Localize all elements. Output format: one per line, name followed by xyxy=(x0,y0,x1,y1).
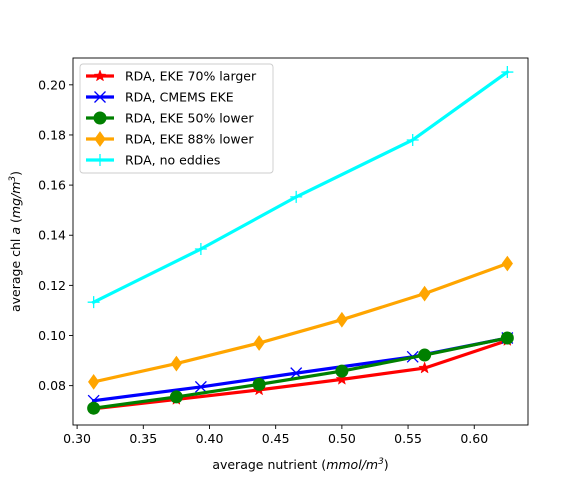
series-5 xyxy=(87,66,514,309)
series-3 xyxy=(87,331,514,415)
legend: RDA, EKE 70% larger RDA, CMEMS EKE RDA, EK… xyxy=(79,63,274,174)
legend-label: RDA, EKE 70% larger xyxy=(125,69,257,84)
legend-label: RDA, EKE 50% lower xyxy=(125,111,254,126)
series-4-point xyxy=(253,335,265,351)
series-1-point xyxy=(335,372,349,385)
y-tick-label: 0.08 xyxy=(38,378,66,393)
legend-marker xyxy=(93,69,107,82)
series-4-point xyxy=(170,355,183,372)
series-4-point xyxy=(501,255,513,272)
legend-entry: RDA, no eddies xyxy=(86,153,220,168)
series-layer xyxy=(87,66,514,415)
series-3-point xyxy=(87,401,101,415)
series-3-point xyxy=(418,348,432,362)
legend-marker xyxy=(94,131,106,147)
y-tick-label: 0.10 xyxy=(38,328,66,343)
series-3-line xyxy=(91,336,510,411)
series-5-point xyxy=(290,190,303,203)
series-3-point xyxy=(252,377,266,391)
series-3-point xyxy=(169,390,183,404)
series-4 xyxy=(88,255,513,390)
x-tick-label: 0.55 xyxy=(394,431,422,446)
legend-label: RDA, EKE 88% lower xyxy=(125,132,254,147)
series-3-point xyxy=(335,364,349,378)
ticks-layer: 0.30 0.35 0.40 0.45 0.50 0.55 0.60 0.08 0.10 0.12… xyxy=(38,77,488,446)
y-tick-label: 0.20 xyxy=(38,77,66,92)
y-tick-label: 0.18 xyxy=(38,127,66,142)
legend-entry: RDA, EKE 50% lower xyxy=(86,111,254,126)
legend-entry: RDA, CMEMS EKE xyxy=(86,90,234,105)
series-2-point xyxy=(194,380,207,393)
series-5-point xyxy=(406,133,419,146)
y-tick-label: 0.14 xyxy=(38,228,66,243)
legend-label: RDA, CMEMS EKE xyxy=(125,90,234,105)
series-5-point xyxy=(87,296,100,309)
series-5-point xyxy=(194,243,207,256)
x-tick-label: 0.30 xyxy=(63,431,91,446)
series-4-point xyxy=(336,311,348,328)
x-tick-label: 0.45 xyxy=(262,431,290,446)
plot-frame xyxy=(72,57,529,426)
series-4-point xyxy=(418,285,431,302)
y-axis-label: average chl a (mg/m3) xyxy=(8,171,23,312)
x-axis-label: average nutrient (mmol/m3) xyxy=(212,457,388,472)
legend-box xyxy=(79,63,274,174)
y-tick-label: 0.16 xyxy=(38,178,66,193)
legend-label: RDA, no eddies xyxy=(125,153,220,168)
x-tick-label: 0.40 xyxy=(196,431,224,446)
legend-entry: RDA, EKE 88% lower xyxy=(86,131,254,147)
legend-marker xyxy=(94,91,106,103)
series-3-point xyxy=(500,331,514,345)
x-tick-label: 0.50 xyxy=(328,431,356,446)
x-tick-label: 0.60 xyxy=(460,431,488,446)
series-5-point xyxy=(501,66,514,79)
legend-entry: RDA, EKE 70% larger xyxy=(86,69,257,84)
legend-marker xyxy=(94,154,106,166)
series-4-point xyxy=(88,374,100,390)
y-tick-label: 0.12 xyxy=(38,278,66,293)
legend-marker xyxy=(93,111,107,125)
x-tick-label: 0.35 xyxy=(129,431,157,446)
series-1-line xyxy=(91,338,510,411)
series-1-point xyxy=(418,361,432,374)
series-4-line xyxy=(91,261,510,384)
